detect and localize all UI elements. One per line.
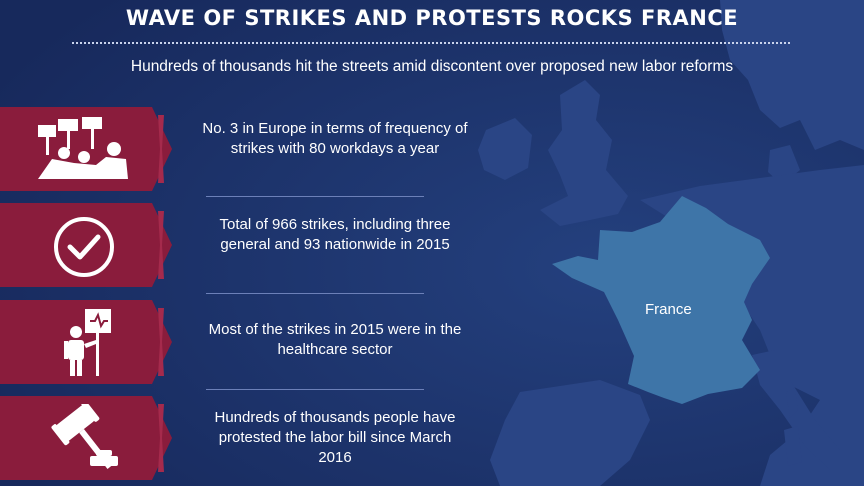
gavel-icon <box>51 404 118 469</box>
fact-row: Most of the strikes in 2015 were in the … <box>0 300 461 384</box>
fact-tab <box>0 203 172 287</box>
title-divider <box>72 42 790 44</box>
fact-text: Most of the strikes in 2015 were in the … <box>208 321 462 358</box>
fact-separator <box>206 196 424 197</box>
france-map-label: France <box>645 301 692 318</box>
sardinia-landmass <box>784 426 802 466</box>
ireland-landmass <box>478 118 532 180</box>
fact-separator <box>206 293 424 294</box>
fact-row: No. 3 in Europe in terms of frequency of… <box>0 107 468 191</box>
fact-text: Hundreds of thousands people have protes… <box>214 409 456 466</box>
healthcare-protester-icon <box>64 309 111 376</box>
corsica-landmass <box>786 388 798 418</box>
fact-tab <box>0 300 172 384</box>
protest-crowd-icon <box>38 117 128 179</box>
iberia-landmass <box>490 380 650 486</box>
scandinavia-landmass <box>720 0 864 150</box>
fact-text: Total of 966 strikes, including three ge… <box>219 216 451 253</box>
checkmark-circle-icon <box>54 217 114 277</box>
fact-separator <box>206 389 424 390</box>
page-subtitle: Hundreds of thousands hit the streets am… <box>130 58 734 75</box>
britain-landmass <box>540 80 628 226</box>
fact-text: No. 3 in Europe in terms of frequency of… <box>202 120 468 157</box>
france-highlight <box>552 196 770 404</box>
page-title: WAVE OF STRIKES AND PROTESTS ROCKS FRANC… <box>125 6 739 30</box>
fact-row: Hundreds of thousands people have protes… <box>0 396 456 480</box>
fact-row: Total of 966 strikes, including three ge… <box>0 203 450 287</box>
